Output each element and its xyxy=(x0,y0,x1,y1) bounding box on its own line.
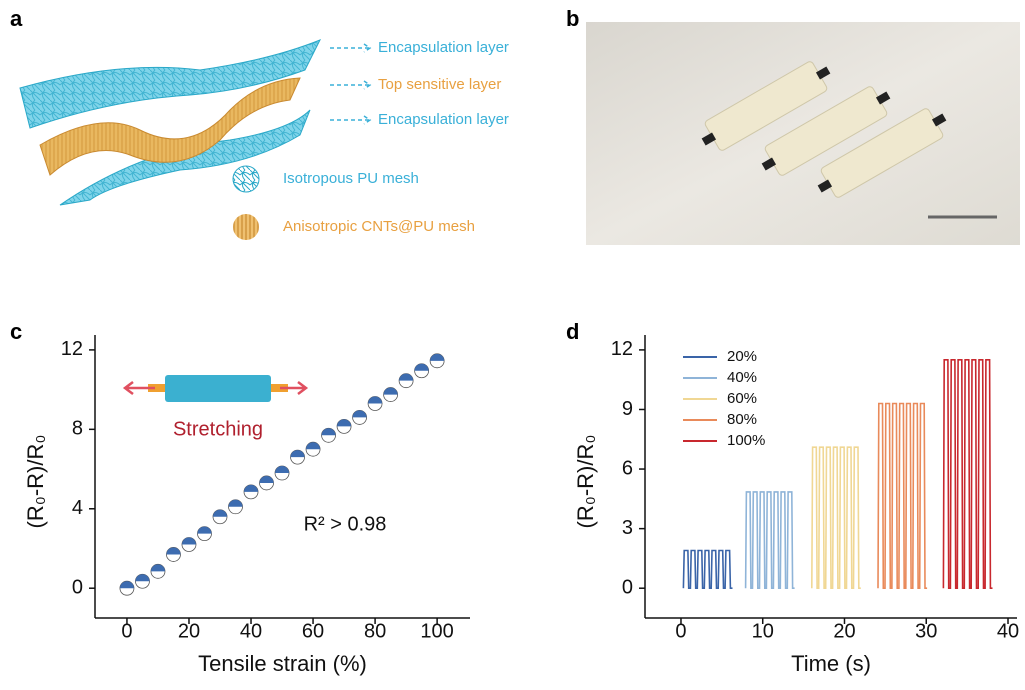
x-axis-label: Time (s) xyxy=(791,651,871,676)
legend-label: 100% xyxy=(727,432,765,449)
point-half xyxy=(430,353,445,361)
series-line xyxy=(682,549,733,589)
data-point xyxy=(429,353,445,369)
x-tick-label: 20 xyxy=(178,620,200,642)
panel-label: b xyxy=(566,6,579,31)
x-tick-label: 80 xyxy=(364,620,386,642)
point-half xyxy=(166,547,181,555)
photo xyxy=(586,22,1020,245)
panel-label: a xyxy=(10,6,23,31)
data-point xyxy=(119,580,135,596)
legend-label: Anisotropic CNTs@PU mesh xyxy=(283,218,475,235)
x-tick-label: 30 xyxy=(915,620,937,642)
data-point xyxy=(321,427,336,443)
data-point xyxy=(228,499,243,515)
data-point xyxy=(259,475,274,491)
y-tick-label: 4 xyxy=(72,497,83,519)
y-tick-label: 8 xyxy=(72,418,83,440)
panel-label: c xyxy=(10,319,22,344)
panel-label: d xyxy=(566,319,579,344)
data-point xyxy=(290,449,305,465)
annotation: Stretching xyxy=(173,418,263,440)
layer-label: Encapsulation layer xyxy=(378,111,509,128)
y-tick-label: 3 xyxy=(622,517,633,539)
data-point xyxy=(166,547,181,562)
legend-label: Isotropous PU mesh xyxy=(283,170,419,187)
point-half xyxy=(244,484,259,492)
point-half xyxy=(119,581,134,589)
point-half xyxy=(321,428,336,436)
data-point xyxy=(197,526,212,541)
point-half xyxy=(306,442,321,450)
legend-label: 40% xyxy=(727,369,757,386)
y-axis-label: (R₀-R)/R₀ xyxy=(573,434,598,528)
point-half xyxy=(275,466,290,474)
point-half xyxy=(399,373,414,381)
point-half xyxy=(352,410,367,418)
y-tick-label: 12 xyxy=(611,338,633,360)
y-tick-label: 9 xyxy=(622,398,633,420)
data-point xyxy=(398,373,414,389)
series-line xyxy=(811,446,861,589)
point-half xyxy=(135,574,150,582)
series-line xyxy=(744,491,795,589)
annotation: R² > 0.98 xyxy=(304,513,387,535)
layer-illustration xyxy=(19,39,372,240)
point-half xyxy=(337,419,352,427)
stretch-inset xyxy=(122,375,309,402)
point-half xyxy=(150,564,165,572)
legend-label: 20% xyxy=(727,348,757,365)
point-half xyxy=(290,450,305,458)
series-line xyxy=(942,359,993,589)
data-point xyxy=(150,563,166,579)
x-axis-label: Tensile strain (%) xyxy=(198,651,367,676)
point-half xyxy=(414,363,429,371)
y-axis-label: (R₀-R)/R₀ xyxy=(23,434,48,528)
data-point xyxy=(305,441,321,457)
data-point xyxy=(274,465,290,481)
layer-label: Top sensitive layer xyxy=(378,76,501,93)
data-point xyxy=(212,509,228,525)
point-half xyxy=(368,396,383,404)
layer-label: Encapsulation layer xyxy=(378,39,509,56)
point-half xyxy=(181,537,196,545)
data-point xyxy=(367,396,383,411)
point-half xyxy=(228,499,243,507)
series-line xyxy=(877,402,928,589)
x-tick-label: 0 xyxy=(675,620,686,642)
data-point xyxy=(135,573,150,589)
data-point xyxy=(336,418,352,434)
data-point xyxy=(243,484,259,500)
x-tick-label: 0 xyxy=(121,620,132,642)
y-tick-label: 6 xyxy=(622,457,633,479)
y-tick-label: 12 xyxy=(61,338,83,360)
data-point xyxy=(414,363,430,379)
point-half xyxy=(383,387,398,395)
x-tick-label: 40 xyxy=(240,620,262,642)
data-point xyxy=(352,410,367,425)
x-tick-label: 10 xyxy=(752,620,774,642)
x-tick-label: 60 xyxy=(302,620,324,642)
y-tick-label: 0 xyxy=(622,576,633,598)
point-half xyxy=(259,475,274,483)
point-half xyxy=(213,509,227,517)
point-half xyxy=(197,526,212,534)
data-point xyxy=(383,387,398,402)
x-tick-label: 100 xyxy=(420,620,453,642)
data-point xyxy=(181,537,197,552)
legend-label: 60% xyxy=(727,390,757,407)
x-tick-label: 40 xyxy=(997,620,1019,642)
legend-label: 80% xyxy=(727,411,757,428)
y-tick-label: 0 xyxy=(72,576,83,598)
x-tick-label: 20 xyxy=(833,620,855,642)
